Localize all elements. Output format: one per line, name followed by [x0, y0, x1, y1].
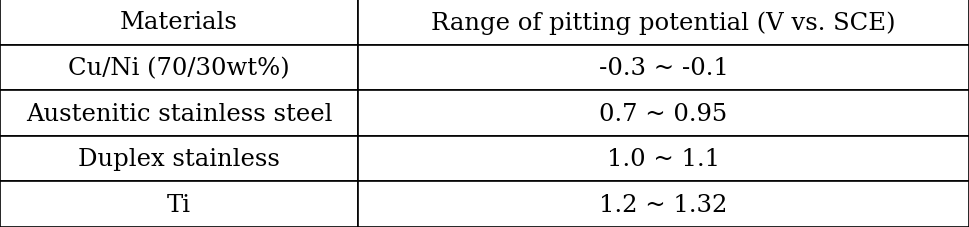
Bar	[0, 182, 358, 227]
Text: -0.3 ~ -0.1: -0.3 ~ -0.1	[599, 57, 729, 79]
Bar	[358, 182, 969, 227]
Bar	[358, 91, 969, 136]
Text: 1.0 ~ 1.1: 1.0 ~ 1.1	[607, 148, 720, 170]
Bar	[0, 91, 358, 136]
Text: Ti: Ti	[167, 193, 191, 216]
Text: 1.2 ~ 1.32: 1.2 ~ 1.32	[599, 193, 728, 216]
Text: Duplex stainless: Duplex stainless	[78, 148, 280, 170]
Text: Materials: Materials	[120, 11, 238, 34]
Bar	[0, 45, 358, 91]
Bar	[0, 0, 358, 45]
Bar	[358, 0, 969, 45]
Text: Austenitic stainless steel: Austenitic stainless steel	[26, 102, 332, 125]
Bar	[358, 45, 969, 91]
Text: 0.7 ~ 0.95: 0.7 ~ 0.95	[600, 102, 728, 125]
Text: Cu/Ni (70/30wt%): Cu/Ni (70/30wt%)	[68, 57, 290, 79]
Bar	[0, 136, 358, 182]
Text: Range of pitting potential (V vs. SCE): Range of pitting potential (V vs. SCE)	[431, 11, 895, 35]
Bar	[358, 136, 969, 182]
